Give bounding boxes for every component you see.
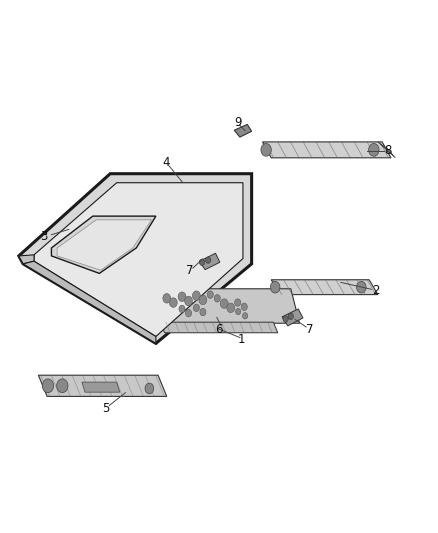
Polygon shape [234, 124, 252, 137]
Polygon shape [282, 309, 303, 326]
Circle shape [357, 281, 366, 293]
Polygon shape [262, 142, 391, 158]
Text: 7: 7 [306, 322, 313, 336]
Circle shape [178, 292, 186, 302]
Circle shape [170, 298, 177, 308]
Circle shape [42, 379, 53, 393]
Polygon shape [57, 220, 152, 270]
Text: 5: 5 [102, 402, 110, 415]
Circle shape [214, 295, 220, 302]
Circle shape [236, 309, 241, 315]
Circle shape [57, 379, 68, 393]
Circle shape [193, 304, 199, 312]
Circle shape [205, 257, 211, 263]
Text: 1: 1 [238, 333, 245, 346]
Polygon shape [82, 382, 120, 392]
Polygon shape [51, 216, 156, 273]
Polygon shape [160, 322, 278, 333]
Circle shape [283, 316, 288, 322]
Text: 6: 6 [215, 322, 223, 336]
Circle shape [185, 296, 192, 306]
Circle shape [200, 309, 206, 316]
Text: 4: 4 [162, 156, 170, 168]
Circle shape [207, 291, 213, 298]
Circle shape [185, 310, 191, 317]
Polygon shape [271, 280, 378, 295]
Circle shape [261, 143, 271, 156]
Polygon shape [199, 253, 220, 270]
Polygon shape [378, 142, 395, 158]
Text: 3: 3 [40, 230, 48, 243]
Polygon shape [19, 174, 252, 343]
Polygon shape [23, 261, 156, 343]
Polygon shape [152, 289, 300, 323]
Circle shape [235, 299, 241, 306]
Circle shape [199, 295, 207, 305]
Text: 9: 9 [234, 116, 241, 129]
Circle shape [179, 305, 185, 313]
Circle shape [369, 143, 379, 156]
Circle shape [163, 294, 171, 303]
Circle shape [270, 281, 280, 293]
Circle shape [227, 303, 235, 313]
Circle shape [220, 299, 228, 309]
Circle shape [288, 313, 293, 319]
Text: 2: 2 [372, 285, 379, 297]
Circle shape [192, 291, 200, 301]
Text: 8: 8 [385, 144, 392, 157]
Polygon shape [39, 375, 167, 397]
Circle shape [199, 259, 205, 265]
Circle shape [241, 303, 247, 311]
Polygon shape [34, 183, 243, 336]
Circle shape [243, 313, 248, 319]
Circle shape [145, 383, 154, 394]
Polygon shape [19, 255, 34, 264]
Text: 7: 7 [186, 264, 193, 277]
